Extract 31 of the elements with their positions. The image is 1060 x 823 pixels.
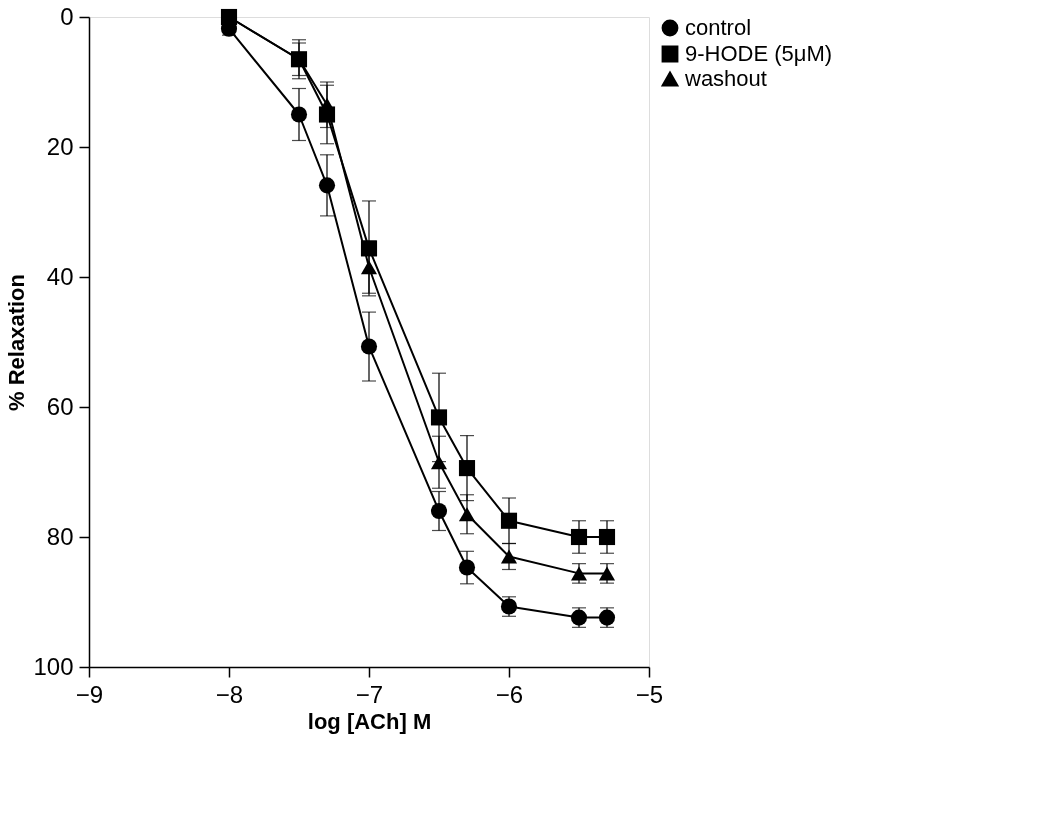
x-tick-label: −6 [495,680,524,708]
point [598,528,616,546]
point [500,549,518,564]
x-tick-label: −5 [635,680,664,708]
point [458,460,476,477]
x-tick-label: −8 [215,680,244,708]
x-tick-label: −9 [75,680,104,708]
x-tick-label: −7 [355,680,384,708]
point [360,338,378,355]
y-tick-label: 20 [46,132,74,160]
point [570,528,588,546]
legend-label: washout [684,66,767,91]
y-tick-label: 100 [33,652,74,680]
point [290,106,308,123]
y-axis-title: % Relaxation [4,274,30,411]
point [458,559,476,576]
point [360,260,378,275]
point [430,409,448,426]
point [500,512,518,529]
y-tick-label: 40 [46,262,74,290]
point [430,455,448,470]
legend-label: control [685,15,752,40]
point [318,177,336,194]
point [360,240,378,257]
legend-label: 9-HODE (5μM) [685,41,833,66]
point [430,502,448,520]
y-tick-label: 80 [46,522,74,550]
y-tick-label: 0 [60,2,74,30]
y-tick-label: 60 [46,392,74,420]
point [458,507,476,522]
x-axis-title: log [ACh] M [307,708,432,734]
